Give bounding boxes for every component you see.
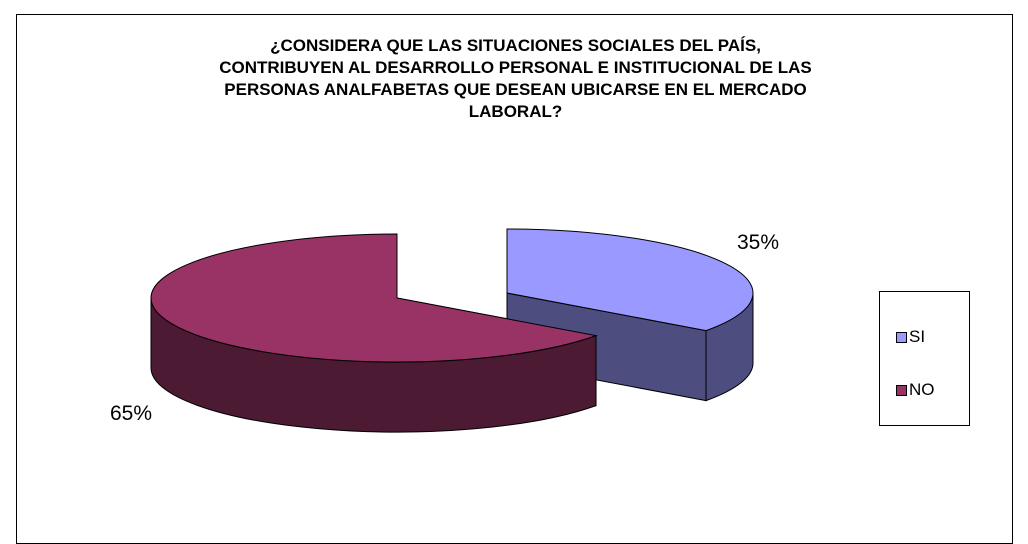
chart-legend: SI NO [879, 291, 970, 426]
chart-title-line-3: PERSONAS ANALFABETAS QUE DESEAN UBICARSE… [224, 80, 807, 99]
pie-chart: 35% 65% [110, 228, 779, 433]
chart-title-line-4: LABORAL? [468, 102, 563, 121]
chart-title: ¿CONSIDERA QUE LAS SITUACIONES SOCIALES … [17, 35, 1014, 123]
chart-title-line-1: ¿CONSIDERA QUE LAS SITUACIONES SOCIALES … [270, 36, 761, 55]
chart-frame: ¿CONSIDERA QUE LAS SITUACIONES SOCIALES … [16, 14, 1013, 544]
data-label-si: 35% [737, 231, 779, 254]
legend-swatch-no [896, 384, 907, 396]
slice-no-top [150, 233, 598, 363]
legend-swatch-si [896, 331, 907, 343]
legend-item-no: NO [896, 380, 935, 400]
legend-label-no: NO [909, 380, 935, 399]
slice-si-top [506, 228, 754, 332]
legend-item-si: SI [896, 327, 925, 347]
data-label-no: 65% [110, 402, 152, 425]
legend-label-si: SI [909, 327, 926, 346]
chart-title-line-2: CONTRIBUYEN AL DESARROLLO PERSONAL E INS… [219, 58, 812, 77]
pie-slices [150, 228, 754, 433]
